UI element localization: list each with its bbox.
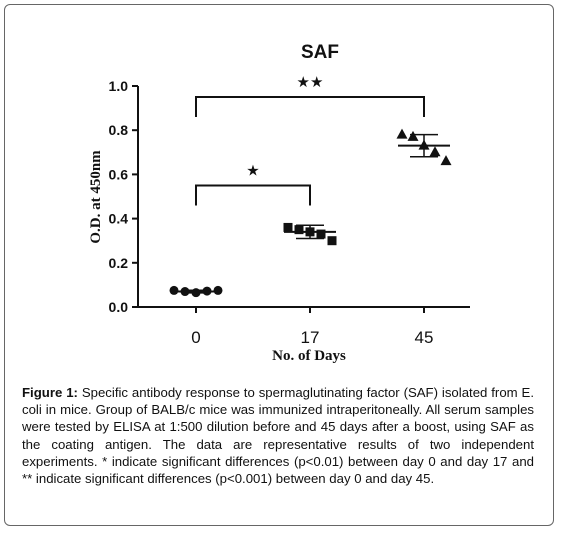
data-point-triangle <box>418 139 430 150</box>
data-point-square <box>294 225 304 235</box>
significance-bracket <box>195 184 311 206</box>
data-point-triangle <box>440 155 452 166</box>
y-tick-label: 0.6 <box>109 166 129 182</box>
y-tick-label: 0.0 <box>109 299 129 315</box>
y-tick-label: 0.4 <box>109 211 129 227</box>
y-axis-label: O.D. at 450nm <box>88 150 104 244</box>
x-tick-label: 45 <box>415 328 434 347</box>
data-point-square <box>327 236 337 246</box>
data-point-circle <box>202 286 212 296</box>
data-point-square <box>316 229 326 239</box>
x-axis-label: No. of Days <box>272 348 346 364</box>
data-point-circle <box>191 288 201 298</box>
figure-caption: Figure 1: Specific antibody response to … <box>22 384 534 487</box>
data-point-triangle <box>396 128 408 139</box>
data-point-triangle <box>407 130 419 141</box>
y-tick-label: 1.0 <box>109 78 129 94</box>
chart-title: SAF <box>301 42 339 63</box>
x-tick-label: 0 <box>191 328 200 347</box>
y-tick-label: 0.8 <box>109 122 129 138</box>
caption-text: Specific antibody response to spermaglut… <box>22 385 534 487</box>
figure-frame <box>4 4 554 526</box>
data-point-square <box>283 222 293 232</box>
data-point-circle <box>169 285 179 295</box>
data-point-circle <box>180 287 190 297</box>
data-point-circle <box>213 285 223 295</box>
data-point-square <box>305 227 315 237</box>
significance-bracket <box>195 96 425 118</box>
chart: SAF O.D. at 450nm No. of Days 0.0 0.2 0.4 0… <box>88 42 470 364</box>
x-tick-label: 17 <box>301 328 320 347</box>
significance-label: ★★ <box>297 73 324 91</box>
caption-label: Figure 1: <box>22 385 78 400</box>
y-tick-label: 0.2 <box>109 255 129 271</box>
significance-label: ★ <box>246 161 259 179</box>
data-point-triangle <box>429 146 441 157</box>
